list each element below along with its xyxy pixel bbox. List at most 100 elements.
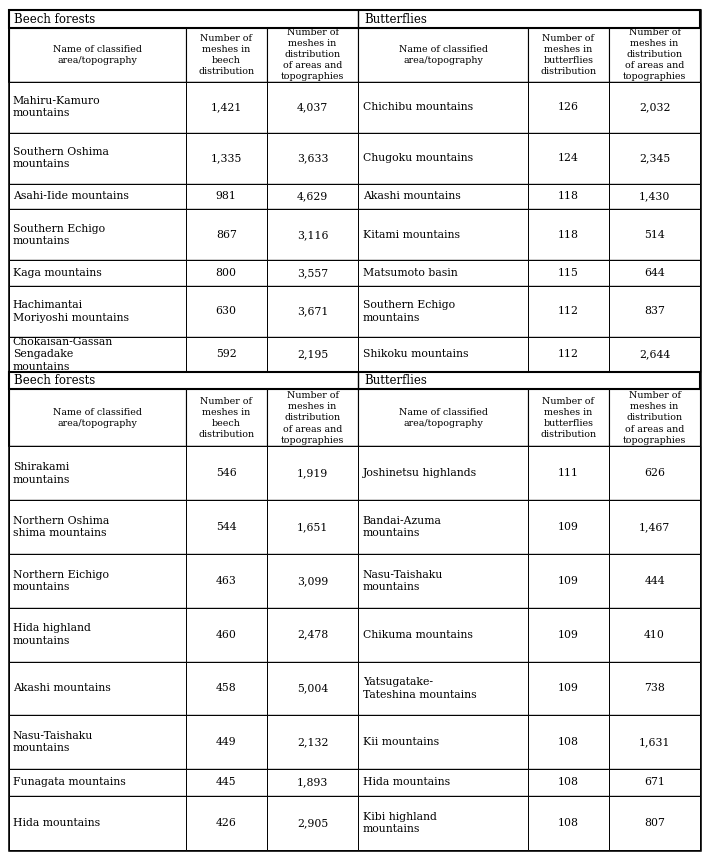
- Bar: [9, 261, 186, 286]
- Bar: [9, 261, 700, 286]
- Text: 2,905: 2,905: [297, 818, 328, 828]
- Text: Number of
meshes in
distribution
of areas and
topographies: Number of meshes in distribution of area…: [623, 28, 686, 82]
- Text: 449: 449: [216, 737, 237, 747]
- Bar: [186, 554, 267, 608]
- Text: Chichibu mountains: Chichibu mountains: [362, 102, 473, 112]
- Text: Yatsugatake-
Tateshina mountains: Yatsugatake- Tateshina mountains: [362, 677, 476, 699]
- Bar: [9, 184, 700, 209]
- Text: Name of classified
area/topography: Name of classified area/topography: [52, 45, 142, 64]
- Bar: [9, 501, 700, 554]
- Text: 3,116: 3,116: [297, 230, 328, 240]
- Bar: [186, 337, 267, 372]
- Bar: [358, 184, 528, 209]
- Text: 445: 445: [216, 777, 237, 788]
- Text: Nasu-Taishaku
mountains: Nasu-Taishaku mountains: [13, 731, 93, 753]
- Bar: [267, 608, 358, 661]
- Bar: [609, 286, 700, 337]
- Bar: [609, 501, 700, 554]
- Bar: [528, 554, 609, 608]
- Bar: [9, 28, 186, 82]
- Bar: [528, 661, 609, 716]
- Bar: [528, 716, 609, 769]
- Text: Chokaisan-Gassan
Sengadake
mountains: Chokaisan-Gassan Sengadake mountains: [13, 337, 113, 372]
- Text: 118: 118: [558, 192, 579, 201]
- Text: Chugoku mountains: Chugoku mountains: [362, 153, 473, 163]
- Text: 1,631: 1,631: [639, 737, 671, 747]
- Bar: [267, 390, 358, 446]
- Bar: [609, 716, 700, 769]
- Text: Hachimantai
Moriyoshi mountains: Hachimantai Moriyoshi mountains: [13, 300, 129, 322]
- Bar: [9, 209, 700, 261]
- Bar: [186, 446, 267, 501]
- Text: Matsumoto basin: Matsumoto basin: [362, 268, 457, 278]
- Text: 4,037: 4,037: [297, 102, 328, 112]
- Bar: [358, 337, 528, 372]
- Text: Mahiru-Kamuro
mountains: Mahiru-Kamuro mountains: [13, 96, 101, 119]
- Text: Kii mountains: Kii mountains: [362, 737, 439, 747]
- Bar: [358, 28, 528, 82]
- Bar: [358, 132, 528, 184]
- Bar: [186, 261, 267, 286]
- Text: 112: 112: [558, 349, 579, 359]
- Text: 1,335: 1,335: [211, 153, 242, 163]
- Text: 630: 630: [216, 306, 237, 316]
- Bar: [9, 796, 186, 850]
- Text: Beech forests: Beech forests: [14, 13, 96, 26]
- Text: Kaga mountains: Kaga mountains: [13, 268, 101, 278]
- Bar: [358, 554, 528, 608]
- Text: 111: 111: [558, 469, 579, 478]
- Bar: [528, 184, 609, 209]
- Bar: [267, 184, 358, 209]
- Bar: [609, 209, 700, 261]
- Text: 426: 426: [216, 818, 237, 828]
- Text: 460: 460: [216, 630, 237, 640]
- Text: Kibi highland
mountains: Kibi highland mountains: [362, 812, 437, 834]
- Bar: [609, 769, 700, 796]
- Bar: [609, 390, 700, 446]
- Bar: [609, 446, 700, 501]
- Bar: [609, 82, 700, 132]
- Text: 115: 115: [558, 268, 579, 278]
- Bar: [528, 82, 609, 132]
- Text: 3,557: 3,557: [297, 268, 328, 278]
- Bar: [9, 337, 700, 372]
- Bar: [609, 184, 700, 209]
- Bar: [9, 337, 186, 372]
- Text: Funagata mountains: Funagata mountains: [13, 777, 125, 788]
- Bar: [186, 28, 267, 82]
- Text: 444: 444: [644, 576, 665, 586]
- Text: Number of
meshes in
butterflies
distribution: Number of meshes in butterflies distribu…: [540, 34, 596, 76]
- Text: 1,893: 1,893: [297, 777, 328, 788]
- Text: Akashi mountains: Akashi mountains: [362, 192, 460, 201]
- Text: 981: 981: [216, 192, 237, 201]
- Text: 546: 546: [216, 469, 237, 478]
- Text: Chikuma mountains: Chikuma mountains: [362, 630, 472, 640]
- Text: 644: 644: [644, 268, 665, 278]
- Bar: [267, 132, 358, 184]
- Bar: [358, 716, 528, 769]
- Text: Joshinetsu highlands: Joshinetsu highlands: [362, 469, 476, 478]
- Bar: [9, 716, 700, 769]
- Bar: [9, 501, 186, 554]
- Text: Butterflies: Butterflies: [364, 374, 427, 387]
- Bar: [9, 10, 700, 28]
- Bar: [186, 184, 267, 209]
- Bar: [609, 261, 700, 286]
- Text: 3,633: 3,633: [297, 153, 328, 163]
- Bar: [528, 209, 609, 261]
- Text: 118: 118: [558, 230, 579, 240]
- Text: 2,345: 2,345: [639, 153, 670, 163]
- Bar: [186, 716, 267, 769]
- Text: 109: 109: [558, 522, 579, 532]
- Text: Name of classified
area/topography: Name of classified area/topography: [398, 45, 488, 64]
- Text: 1,421: 1,421: [211, 102, 242, 112]
- Bar: [528, 132, 609, 184]
- Bar: [609, 796, 700, 850]
- Text: 112: 112: [558, 306, 579, 316]
- Text: 738: 738: [644, 684, 665, 693]
- Bar: [9, 796, 700, 850]
- Bar: [9, 554, 186, 608]
- Bar: [609, 554, 700, 608]
- Text: 1,430: 1,430: [639, 192, 670, 201]
- Bar: [528, 769, 609, 796]
